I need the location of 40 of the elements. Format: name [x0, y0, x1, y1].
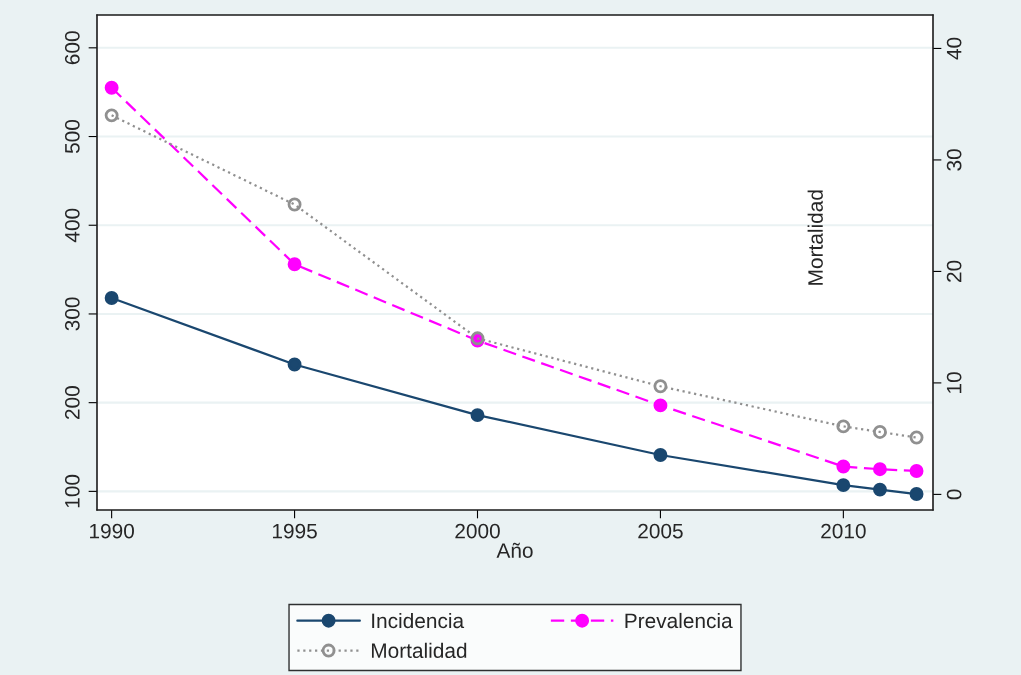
- x-tick-label: 1990: [90, 523, 134, 539]
- x-tick-label: 2010: [821, 523, 866, 539]
- point: [909, 430, 924, 445]
- point: [653, 379, 668, 394]
- y2-axis-title: Mortalidad: [807, 190, 823, 285]
- y2-tick-label: 40: [946, 37, 962, 60]
- x-tick-label: 2005: [638, 523, 683, 539]
- point: [836, 419, 851, 434]
- y-tick-label: 400: [64, 208, 80, 243]
- y2-tick-label: 30: [946, 149, 962, 171]
- point: [104, 291, 119, 305]
- y-tick-label: 100: [64, 474, 80, 508]
- point: [873, 425, 887, 439]
- y2-tick-label: 20: [946, 260, 962, 282]
- point: [909, 464, 924, 478]
- point: [836, 459, 851, 474]
- legend-label: Prevalencia: [625, 612, 733, 629]
- y-tick-label: 300: [64, 297, 80, 331]
- x-tick-label: 2000: [455, 523, 500, 539]
- point: [287, 257, 302, 272]
- point: [287, 357, 302, 372]
- point: [104, 80, 119, 95]
- point: [836, 478, 851, 493]
- legend-label: Incidencia: [372, 612, 465, 629]
- point: [873, 462, 887, 477]
- y-tick-label: 500: [64, 119, 80, 154]
- point: [653, 398, 668, 413]
- x-axis-title: Año: [496, 542, 533, 558]
- y2-tick-label: 10: [946, 372, 962, 393]
- y-tick-label: 600: [64, 31, 80, 65]
- x-tick-label: 1995: [272, 523, 317, 539]
- y-tick-label: 200: [64, 386, 80, 419]
- point: [287, 197, 302, 212]
- legend-label: Mortalidad: [371, 642, 467, 659]
- point: [873, 482, 887, 497]
- point: [909, 487, 924, 501]
- point: [653, 448, 668, 462]
- y2-tick-label: 0: [946, 489, 962, 500]
- point: [104, 108, 119, 123]
- point: [470, 408, 485, 423]
